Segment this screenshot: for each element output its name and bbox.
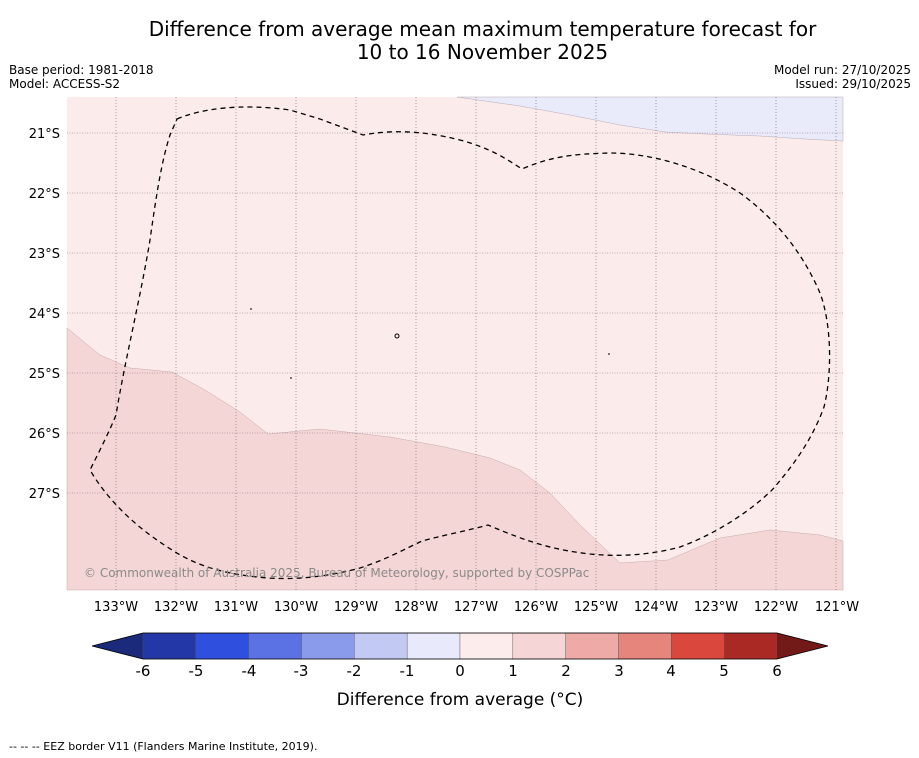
lat-label: 24°S bbox=[29, 307, 60, 322]
colorbar-low-extend bbox=[92, 633, 143, 659]
model-run: Model run: 27/10/2025 bbox=[773, 63, 911, 77]
colorbar: -6 -5 -4 -3 -2 -1 0 1 2 3 4 5 6 Differen… bbox=[91, 632, 829, 710]
colorbar-tick: -1 bbox=[400, 662, 415, 680]
colorbar-tick: 1 bbox=[508, 662, 518, 680]
colorbar-tick: 3 bbox=[614, 662, 624, 680]
colorbar-tick: -3 bbox=[294, 662, 309, 680]
lon-label: 131°W bbox=[214, 600, 258, 615]
lat-label: 22°S bbox=[29, 187, 60, 202]
colorbar-tick: 4 bbox=[666, 662, 676, 680]
colorbar-segment bbox=[406, 632, 461, 660]
colorbar-ticks: -6 -5 -4 -3 -2 -1 0 1 2 3 4 5 6 bbox=[136, 662, 782, 680]
colorbar-tick: -6 bbox=[136, 662, 151, 680]
lon-label: 133°W bbox=[94, 600, 138, 615]
lon-label: 122°W bbox=[754, 600, 798, 615]
model-name: Model: ACCESS-S2 bbox=[9, 77, 121, 91]
lat-label: 25°S bbox=[29, 367, 60, 382]
lon-label: 127°W bbox=[454, 600, 498, 615]
copyright-notice: © Commonwealth of Australia 2025, Bureau… bbox=[84, 566, 589, 580]
lon-label: 126°W bbox=[514, 600, 558, 615]
colorbar-segment bbox=[723, 632, 778, 660]
lon-labels: 133°W 132°W 131°W 130°W 129°W 128°W 127°… bbox=[94, 600, 859, 615]
colorbar-tick: -2 bbox=[347, 662, 362, 680]
colorbar-tick: 6 bbox=[772, 662, 782, 680]
colorbar-segment bbox=[459, 632, 514, 660]
colorbar-segment bbox=[512, 632, 566, 660]
lat-label: 26°S bbox=[29, 427, 60, 442]
title-line-2: 10 to 16 November 2025 bbox=[356, 40, 609, 64]
lon-label: 132°W bbox=[154, 600, 198, 615]
colorbar-label: Difference from average (°C) bbox=[337, 690, 584, 710]
lon-label: 124°W bbox=[634, 600, 678, 615]
meta-right: Model run: 27/10/2025 Issued: 29/10/2025 bbox=[774, 63, 911, 91]
colorbar-segment bbox=[195, 632, 249, 660]
title-line-1: Difference from average mean maximum tem… bbox=[148, 17, 817, 41]
map-panel: © Commonwealth of Australia 2025, Bureau… bbox=[66, 96, 844, 591]
lat-label: 27°S bbox=[29, 487, 60, 502]
colorbar-tick: 2 bbox=[561, 662, 571, 680]
island-markers bbox=[250, 308, 610, 379]
lat-labels: 21°S 22°S 23°S 24°S 25°S 26°S 27°S bbox=[29, 127, 60, 502]
eez-legend-footer: -- -- -- EEZ border V11 (Flanders Marine… bbox=[9, 740, 318, 753]
colorbar-segment bbox=[565, 632, 619, 660]
colorbar-segment bbox=[248, 632, 302, 660]
colorbar-segment bbox=[142, 632, 197, 660]
cool-anomaly-patch bbox=[456, 96, 844, 142]
meta-left: Base period: 1981-2018 Model: ACCESS-S2 bbox=[9, 63, 154, 91]
lon-label: 123°W bbox=[694, 600, 738, 615]
colorbar-segment bbox=[354, 632, 408, 660]
colorbar-segment bbox=[301, 632, 355, 660]
lat-label: 21°S bbox=[29, 127, 60, 142]
lon-label: 130°W bbox=[274, 600, 318, 615]
lon-label: 128°W bbox=[394, 600, 438, 615]
lon-gridlines bbox=[115, 97, 837, 590]
lon-label: 125°W bbox=[574, 600, 618, 615]
colorbar-high-extend bbox=[777, 633, 828, 659]
issued-date: Issued: 29/10/2025 bbox=[795, 77, 911, 91]
lat-label: 23°S bbox=[29, 247, 60, 262]
warm-anomaly-band bbox=[66, 327, 844, 591]
lat-gridlines bbox=[67, 132, 843, 494]
colorbar-segment bbox=[618, 632, 672, 660]
colorbar-tick: 0 bbox=[455, 662, 465, 680]
colorbar-tick: -4 bbox=[242, 662, 257, 680]
colorbar-segments bbox=[142, 632, 778, 660]
colorbar-segment bbox=[671, 632, 725, 660]
colorbar-tick: 5 bbox=[719, 662, 729, 680]
lon-label: 129°W bbox=[334, 600, 378, 615]
colorbar-tick: -5 bbox=[189, 662, 204, 680]
map-title: Difference from average mean maximum tem… bbox=[0, 18, 919, 64]
colorbar-outline bbox=[91, 632, 829, 660]
base-period: Base period: 1981-2018 bbox=[9, 63, 154, 77]
lon-label: 121°W bbox=[815, 600, 859, 615]
